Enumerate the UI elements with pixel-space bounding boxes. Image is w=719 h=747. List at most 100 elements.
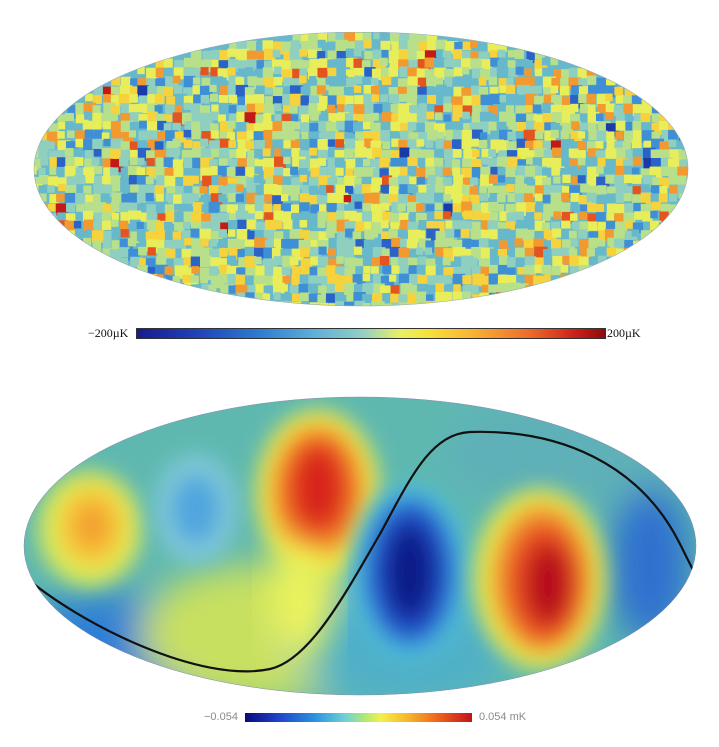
fluctuation-speck: [274, 231, 285, 242]
fluctuation-speck: [136, 193, 147, 203]
fluctuation-speck: [137, 212, 147, 222]
fluctuation-speck: [120, 76, 131, 87]
fluctuation-speck: [379, 255, 390, 266]
fluctuation-speck: [597, 264, 607, 274]
fluctuation-speck: [424, 50, 437, 62]
fluctuation-speck: [516, 219, 528, 232]
fluctuation-speck: [82, 120, 95, 133]
fluctuation-speck: [102, 94, 115, 106]
bottom-colorbar-max-label: 0.054 mK: [479, 711, 527, 723]
fluctuation-speck: [218, 194, 227, 203]
fluctuation-speck: [461, 248, 473, 261]
fluctuation-speck: [417, 77, 427, 87]
fluctuation-speck: [282, 105, 291, 113]
fluctuation-speck: [568, 67, 581, 80]
fluctuation-speck: [163, 157, 174, 168]
fluctuation-speck: [462, 105, 473, 116]
fluctuation-speck: [94, 166, 103, 175]
fluctuation-speck: [174, 222, 185, 233]
fluctuation-speck: [362, 159, 371, 167]
fluctuation-speck: [506, 267, 516, 278]
fluctuation-speck: [389, 59, 399, 69]
fluctuation-speck: [172, 231, 182, 241]
fluctuation-speck: [613, 104, 626, 117]
fluctuation-speck: [127, 192, 138, 203]
fluctuation-speck: [154, 105, 163, 114]
fluctuation-speck: [533, 122, 545, 134]
fluctuation-speck: [615, 158, 628, 170]
fluctuation-speck: [289, 228, 303, 242]
fluctuation-speck: [605, 168, 614, 177]
fluctuation-speck: [236, 122, 249, 135]
fluctuation-speck: [580, 248, 591, 259]
fluctuation-speck: [316, 85, 326, 95]
fluctuation-speck: [424, 247, 433, 255]
fluctuation-speck: [596, 212, 606, 222]
fluctuation-speck: [532, 157, 545, 170]
fluctuation-speck: [371, 94, 380, 103]
fluctuation-speck: [164, 167, 176, 180]
fluctuation-speck: [424, 121, 436, 133]
fluctuation-speck: [183, 175, 194, 186]
fluctuation-speck: [346, 239, 357, 250]
fluctuation-speck: [525, 202, 536, 213]
fluctuation-speck: [427, 275, 438, 287]
fluctuation-speck: [92, 247, 102, 257]
fluctuation-speck: [407, 184, 417, 194]
fluctuation-speck: [579, 221, 591, 232]
fluctuation-speck: [579, 113, 588, 121]
fluctuation-speck: [461, 50, 474, 63]
fluctuation-speck: [445, 238, 454, 247]
fluctuation-speck: [445, 228, 457, 241]
fluctuation-speck: [246, 58, 259, 71]
fluctuation-speck: [587, 111, 600, 124]
fluctuation-speck: [651, 230, 663, 243]
fluctuation-speck: [597, 157, 607, 167]
fluctuation-speck: [444, 58, 453, 67]
fluctuation-speck: [391, 202, 403, 213]
fluctuation-speck: [364, 138, 373, 147]
fluctuation-speck: [218, 229, 227, 238]
fluctuation-speck: [145, 176, 154, 185]
fluctuation-speck: [85, 93, 93, 102]
fluctuation-speck: [462, 158, 472, 168]
fluctuation-speck: [310, 204, 320, 214]
fluctuation-speck: [300, 265, 310, 275]
fluctuation-speck: [199, 186, 207, 194]
fluctuation-speck: [309, 158, 321, 169]
fluctuation-speck: [490, 211, 499, 221]
fluctuation-speck: [380, 94, 388, 103]
fluctuation-speck: [244, 256, 257, 268]
fluctuation-speck: [139, 258, 150, 269]
fluctuation-speck: [523, 129, 537, 143]
fluctuation-speck: [210, 93, 218, 102]
fluctuation-speck: [308, 95, 319, 106]
fluctuation-speck: [282, 275, 291, 284]
fluctuation-speck: [218, 147, 229, 158]
fluctuation-speck: [363, 93, 375, 105]
fluctuation-speck: [145, 258, 156, 268]
fluctuation-speck: [274, 220, 283, 230]
fluctuation-speck: [550, 122, 560, 133]
fluctuation-speck: [615, 95, 625, 104]
fluctuation-speck: [146, 67, 158, 79]
fluctuation-speck: [426, 111, 435, 120]
fluctuation-speck: [264, 219, 276, 231]
fluctuation-speck: [146, 150, 155, 160]
fluctuation-speck: [417, 94, 428, 105]
fluctuation-speck: [48, 123, 59, 134]
fluctuation-speck: [532, 104, 542, 114]
fluctuation-speck: [46, 213, 57, 223]
fluctuation-speck: [345, 228, 355, 238]
fluctuation-speck: [210, 213, 219, 222]
fluctuation-speck: [416, 68, 429, 81]
fluctuation-speck: [93, 220, 104, 231]
fluctuation-speck: [409, 149, 419, 158]
fluctuation-speck: [343, 301, 358, 306]
fluctuation-speck: [344, 210, 357, 223]
fluctuation-speck: [299, 174, 307, 183]
fluctuation-speck: [47, 185, 55, 193]
fluctuation-speck: [586, 141, 598, 152]
fluctuation-speck: [407, 121, 417, 131]
fluctuation-speck: [238, 203, 249, 214]
